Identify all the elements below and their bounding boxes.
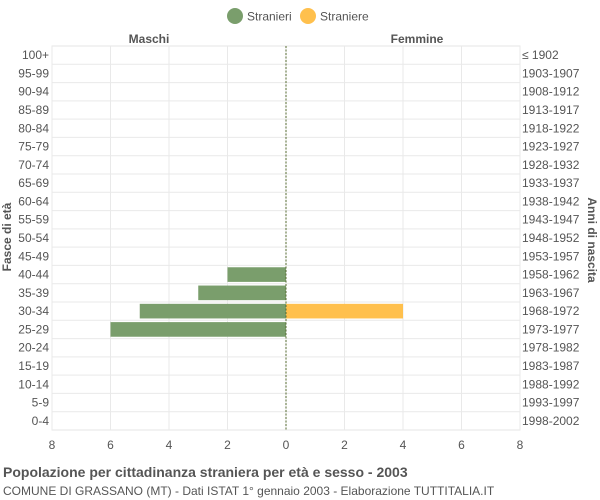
birth-year-label: 1988-1992 (522, 377, 580, 391)
birth-year-label: 1983-1987 (522, 359, 580, 373)
age-labels: 100+ 95-99 90-94 85-89 80-84 75-79 70-74 65-69 6… (18, 48, 49, 428)
x-axis: 8 6 4 2 0 2 4 6 8 (49, 438, 524, 452)
birth-year-label: 1903-1907 (522, 66, 580, 80)
age-label: 70-74 (18, 158, 49, 172)
age-label: 60-64 (18, 194, 49, 208)
birth-year-label: 1978-1982 (522, 341, 580, 355)
birth-year-label: 1913-1917 (522, 103, 580, 117)
birth-year-label: 1968-1972 (522, 304, 580, 318)
age-label: 0-4 (32, 414, 50, 428)
birth-year-label: 1948-1952 (522, 231, 580, 245)
birth-year-label: 1908-1912 (522, 85, 580, 99)
grid (51, 45, 521, 431)
age-label: 100+ (22, 48, 49, 62)
birth-year-label: 1918-1922 (522, 121, 580, 135)
age-label: 75-79 (18, 140, 49, 154)
bar-left-25-29 (110, 322, 286, 337)
age-label: 25-29 (18, 322, 49, 336)
birth-year-label: 1923-1927 (522, 140, 580, 154)
age-label: 95-99 (18, 66, 49, 80)
legend: Stranieri Straniere (227, 8, 369, 24)
birth-year-label: 1958-1962 (522, 268, 580, 282)
birth-year-label: 1928-1932 (522, 158, 580, 172)
x-tick-label: 8 (49, 438, 56, 452)
y-axis-label-left: Fasce di età (0, 202, 14, 271)
age-label: 20-24 (18, 341, 49, 355)
x-tick-label: 0 (283, 438, 290, 452)
age-label: 90-94 (18, 85, 49, 99)
age-label: 65-69 (18, 176, 49, 190)
age-label: 55-59 (18, 213, 49, 227)
legend-label-right: Straniere (320, 10, 369, 24)
birth-year-label: 1933-1937 (522, 176, 580, 190)
birth-year-labels: ≤ 1902 1903-1907 1908-1912 1913-1917 1918-19… (522, 48, 580, 428)
bar-right-30-34 (286, 303, 403, 319)
bars (110, 267, 403, 337)
age-label: 85-89 (18, 103, 49, 117)
age-label: 40-44 (18, 268, 49, 282)
age-label: 10-14 (18, 377, 49, 391)
y-axis-label-right: Anni di nascita (585, 197, 599, 283)
birth-year-label: 1943-1947 (522, 213, 580, 227)
legend-swatch-right (300, 8, 316, 24)
birth-year-label: 1938-1942 (522, 194, 580, 208)
birth-year-label: 1973-1977 (522, 322, 580, 336)
x-tick-label: 4 (400, 438, 407, 452)
age-label: 35-39 (18, 286, 49, 300)
birth-year-label: 1953-1957 (522, 249, 580, 263)
birth-year-label: ≤ 1902 (522, 48, 559, 62)
bar-left-35-39 (198, 285, 286, 301)
population-pyramid-chart: Stranieri Straniere Maschi Femmine Fasce … (0, 8, 599, 452)
legend-label-left: Stranieri (247, 10, 292, 24)
chart-subtitle: COMUNE DI GRASSANO (MT) - Dati ISTAT 1° … (3, 484, 495, 498)
birth-year-label: 1993-1997 (522, 396, 580, 410)
legend-swatch-left (227, 8, 243, 24)
birth-year-label: 1963-1967 (522, 286, 580, 300)
bar-left-30-34 (139, 303, 286, 319)
age-label: 15-19 (18, 359, 49, 373)
age-label: 50-54 (18, 231, 49, 245)
x-tick-label: 6 (458, 438, 465, 452)
bar-left-40-44 (227, 267, 286, 282)
x-tick-label: 8 (517, 438, 524, 452)
chart-title: Popolazione per cittadinanza straniera p… (3, 464, 408, 480)
x-tick-label: 6 (107, 438, 114, 452)
birth-year-label: 1998-2002 (522, 414, 580, 428)
age-label: 30-34 (18, 304, 49, 318)
age-label: 5-9 (32, 396, 50, 410)
x-tick-label: 2 (341, 438, 348, 452)
age-label: 45-49 (18, 249, 49, 263)
males-header: Maschi (129, 32, 170, 46)
females-header: Femmine (391, 32, 444, 46)
x-tick-label: 4 (166, 438, 173, 452)
x-tick-label: 2 (224, 438, 231, 452)
age-label: 80-84 (18, 121, 49, 135)
